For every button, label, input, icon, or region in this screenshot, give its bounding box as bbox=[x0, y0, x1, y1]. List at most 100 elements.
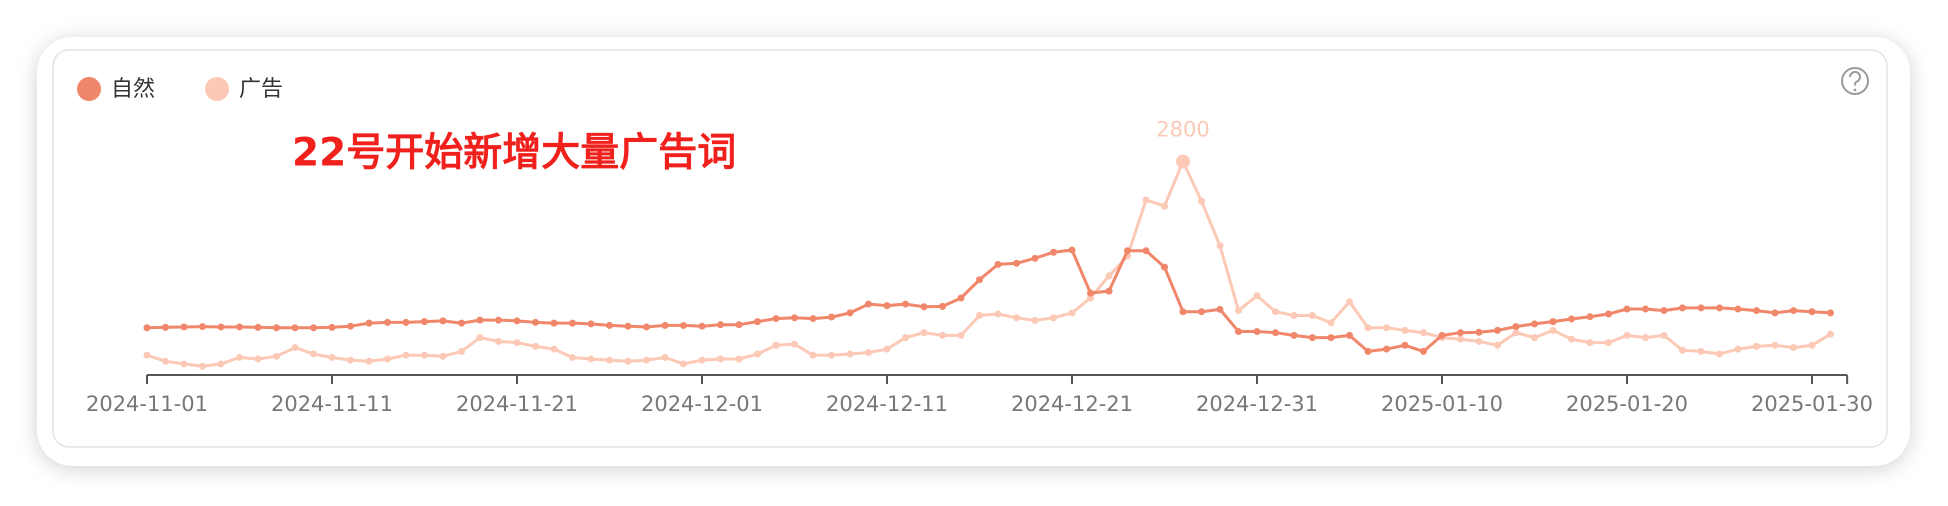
data-point bbox=[661, 353, 669, 361]
data-point bbox=[587, 320, 595, 328]
data-point bbox=[495, 316, 502, 324]
data-point bbox=[1771, 341, 1779, 349]
legend-swatch bbox=[77, 77, 101, 101]
data-point bbox=[402, 351, 410, 359]
data-point bbox=[920, 303, 928, 311]
data-point bbox=[1549, 318, 1557, 326]
data-point bbox=[1068, 309, 1076, 317]
data-point bbox=[1531, 320, 1538, 328]
data-point bbox=[1087, 289, 1094, 297]
data-point bbox=[421, 318, 428, 326]
x-tick-label: 2025-01-10 bbox=[1381, 392, 1503, 416]
data-point bbox=[1475, 328, 1483, 336]
data-point bbox=[1475, 337, 1483, 345]
data-point bbox=[328, 353, 336, 361]
data-point bbox=[495, 337, 502, 345]
data-point bbox=[883, 345, 891, 353]
data-point bbox=[1235, 328, 1242, 336]
data-point bbox=[1309, 312, 1316, 320]
data-point bbox=[402, 318, 410, 326]
data-point bbox=[328, 323, 336, 331]
data-point bbox=[1050, 248, 1057, 256]
data-point bbox=[476, 316, 484, 324]
data-point bbox=[1457, 335, 1464, 343]
data-point bbox=[347, 356, 354, 364]
legend-label: 广告 bbox=[239, 77, 283, 102]
x-tick-label: 2024-11-21 bbox=[456, 392, 578, 416]
data-point bbox=[1327, 334, 1335, 342]
data-point bbox=[1013, 314, 1020, 322]
data-point bbox=[1568, 335, 1575, 343]
data-point bbox=[1697, 347, 1705, 355]
data-point bbox=[1827, 330, 1834, 338]
data-point bbox=[439, 352, 447, 360]
data-point bbox=[1050, 314, 1057, 322]
data-point bbox=[1124, 247, 1131, 255]
data-point bbox=[957, 331, 965, 339]
legend-label: 自然 bbox=[111, 77, 155, 102]
data-point bbox=[920, 329, 928, 337]
annotation: 22号开始新增大量广告词 bbox=[292, 131, 736, 176]
data-point bbox=[1494, 341, 1501, 349]
data-point bbox=[587, 355, 595, 363]
data-point bbox=[1198, 197, 1205, 205]
data-point bbox=[1586, 339, 1594, 347]
data-point bbox=[809, 315, 817, 323]
data-point bbox=[1142, 196, 1150, 204]
data-point bbox=[1642, 305, 1649, 313]
data-point bbox=[180, 323, 188, 331]
panel bbox=[52, 49, 1888, 448]
data-point bbox=[254, 355, 262, 363]
data-point bbox=[957, 294, 965, 302]
data-point bbox=[717, 321, 724, 329]
data-point bbox=[791, 314, 798, 322]
data-point bbox=[1142, 247, 1150, 255]
data-point bbox=[1438, 331, 1446, 339]
data-point bbox=[1790, 307, 1797, 315]
data-point bbox=[1549, 326, 1557, 334]
data-point bbox=[1716, 350, 1723, 358]
data-point bbox=[162, 323, 169, 331]
data-point bbox=[846, 309, 854, 317]
data-point bbox=[976, 276, 983, 284]
data-point bbox=[1105, 272, 1113, 280]
data-point bbox=[217, 360, 225, 368]
data-point bbox=[1346, 331, 1353, 339]
data-point bbox=[717, 355, 724, 363]
data-point bbox=[347, 322, 354, 330]
data-point bbox=[1364, 324, 1372, 332]
x-tick-label: 2024-12-21 bbox=[1011, 392, 1133, 416]
data-point bbox=[458, 319, 465, 327]
help-icon[interactable] bbox=[1841, 67, 1869, 95]
x-tick-label: 2024-11-01 bbox=[86, 392, 208, 416]
data-point bbox=[1364, 347, 1372, 355]
data-point bbox=[1808, 308, 1816, 316]
data-point bbox=[680, 360, 687, 368]
data-point bbox=[994, 310, 1002, 318]
data-point bbox=[550, 345, 558, 353]
data-point bbox=[1176, 154, 1190, 169]
data-point bbox=[1679, 346, 1686, 354]
data-point bbox=[680, 321, 687, 329]
data-point bbox=[772, 341, 780, 349]
x-tick-label: 2025-01-20 bbox=[1566, 392, 1688, 416]
data-point bbox=[1623, 331, 1631, 339]
x-tick-label: 2024-11-11 bbox=[271, 392, 393, 416]
data-point bbox=[365, 319, 373, 327]
data-point bbox=[1272, 308, 1279, 316]
x-tick-label: 2024-12-01 bbox=[641, 392, 763, 416]
data-point bbox=[1660, 331, 1668, 339]
data-point bbox=[199, 323, 206, 331]
data-point bbox=[902, 300, 909, 308]
data-point bbox=[698, 356, 706, 364]
data-point bbox=[643, 356, 650, 364]
data-point bbox=[365, 357, 373, 365]
data-point bbox=[254, 323, 262, 331]
data-point bbox=[1401, 326, 1409, 334]
data-point bbox=[1494, 326, 1501, 334]
legend-swatch bbox=[205, 77, 229, 101]
data-point bbox=[384, 318, 391, 326]
data-point bbox=[273, 324, 280, 332]
